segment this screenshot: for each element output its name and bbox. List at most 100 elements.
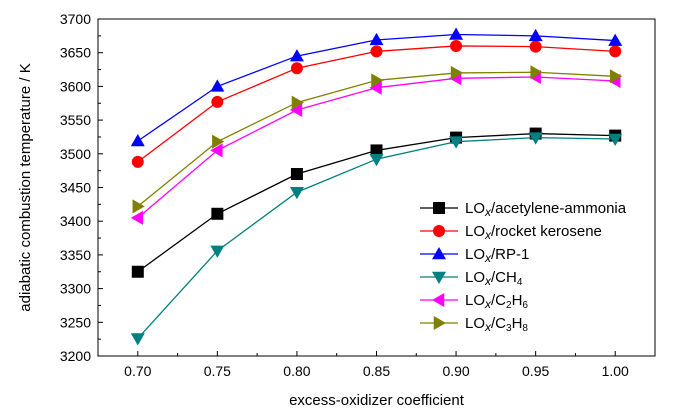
legend-label-part: LO xyxy=(465,315,485,332)
y-tick-label: 3250 xyxy=(60,314,91,330)
data-point xyxy=(369,80,382,95)
x-tick-label: 1.00 xyxy=(602,363,629,379)
legend-label: LOx/C2H6 xyxy=(465,292,528,311)
legend-label: LOx/CH4 xyxy=(465,269,523,288)
data-point xyxy=(370,144,383,157)
legend-label-part: /RP-1 xyxy=(491,246,529,263)
data-point xyxy=(609,69,623,84)
series-2 xyxy=(131,39,622,168)
legend-label-part: 8 xyxy=(522,323,528,334)
data-point xyxy=(289,102,303,117)
x-tick-label: 0.90 xyxy=(442,363,469,379)
series-6 xyxy=(132,65,623,214)
data-point xyxy=(528,132,543,145)
legend-marker xyxy=(433,316,446,330)
data-point xyxy=(370,45,383,58)
x-tick-label: 0.75 xyxy=(204,363,231,379)
y-tick-label: 3450 xyxy=(60,180,91,196)
data-point xyxy=(608,33,623,46)
data-point xyxy=(132,199,145,214)
y-tick-label: 3300 xyxy=(60,281,91,297)
legend-label-part: x xyxy=(484,228,492,242)
data-point xyxy=(130,210,144,225)
data-point xyxy=(369,32,384,46)
legend-item: LOx/C3H8 xyxy=(420,315,528,334)
legend-label-part: /rocket kerosene xyxy=(491,223,602,240)
data-point xyxy=(131,155,144,168)
legend-label-part: x xyxy=(484,297,492,311)
legend-label-part: /C xyxy=(491,292,506,309)
legend-marker xyxy=(433,225,445,237)
data-point xyxy=(529,40,542,53)
legend-label-part: 4 xyxy=(517,277,523,288)
data-point xyxy=(369,153,384,167)
data-point xyxy=(290,62,303,75)
x-axis-title: excess-oxidizer coefficient xyxy=(289,392,465,409)
legend-label-part: 6 xyxy=(522,300,528,311)
y-tick-label: 3550 xyxy=(60,112,91,128)
legend-marker xyxy=(432,271,446,284)
legend-label-part: 2 xyxy=(506,300,512,311)
legend-label: LOx/acetylene-ammonia xyxy=(465,200,627,219)
legend-label: LOx/rocket kerosene xyxy=(465,223,602,242)
legend-label-part: H xyxy=(512,292,523,309)
legend-label-part: LO xyxy=(465,269,485,286)
x-tick-label: 0.85 xyxy=(363,363,390,379)
data-point xyxy=(449,136,464,149)
legend-label-part: x xyxy=(484,251,492,265)
series-3 xyxy=(130,27,623,147)
y-tick-label: 3650 xyxy=(60,45,91,61)
data-point xyxy=(290,168,303,181)
y-tick-label: 3700 xyxy=(60,11,91,27)
y-tick-label: 3500 xyxy=(60,146,91,162)
legend-label-part: /acetylene-ammonia xyxy=(491,200,627,217)
data-point xyxy=(528,28,543,42)
legend-label: LOx/RP-1 xyxy=(465,246,529,265)
data-point xyxy=(130,333,145,346)
legend-label-part: 3 xyxy=(506,323,512,334)
legend-item: LOx/RP-1 xyxy=(420,246,529,265)
legend-label-part: H xyxy=(512,315,523,332)
data-point xyxy=(530,65,543,80)
x-tick-label: 0.80 xyxy=(283,363,310,379)
y-tick-label: 3600 xyxy=(60,78,91,94)
legend-label-part: LO xyxy=(465,223,485,240)
legend-label-part: x xyxy=(484,274,492,288)
data-point xyxy=(212,134,225,149)
legend-item: LOx/rocket kerosene xyxy=(420,223,602,242)
legend-item: LOx/C2H6 xyxy=(420,292,528,311)
legend-label-part: LO xyxy=(465,246,485,263)
legend-item: LOx/CH4 xyxy=(420,269,523,288)
data-point xyxy=(210,245,225,258)
data-point xyxy=(289,186,304,200)
data-point xyxy=(211,207,224,220)
data-point xyxy=(131,265,144,278)
data-point xyxy=(210,79,225,92)
y-tick-label: 3350 xyxy=(60,247,91,263)
data-point xyxy=(289,49,304,62)
data-point xyxy=(130,133,145,147)
x-tick-label: 0.95 xyxy=(522,363,549,379)
y-tick-label: 3200 xyxy=(60,348,91,364)
legend-marker xyxy=(433,202,445,214)
legend-marker xyxy=(432,293,445,307)
data-point xyxy=(210,143,223,158)
legend-label-part: x xyxy=(484,205,492,219)
data-point xyxy=(211,95,224,108)
axes: 3200 3250 3300 3350 3400 3450 3500 3550 3600 3650… xyxy=(60,11,629,379)
data-point xyxy=(609,45,622,58)
legend-label: LOx/C3H8 xyxy=(465,315,528,334)
y-axis-title: adiabatic combustion temperature / K xyxy=(17,63,34,311)
data-point xyxy=(291,95,304,110)
legend-label-part: x xyxy=(484,320,492,334)
data-point xyxy=(371,73,384,88)
series-4 xyxy=(130,132,623,346)
data-point xyxy=(449,27,464,40)
legend-label-part: LO xyxy=(465,200,485,217)
y-tick-label: 3400 xyxy=(60,213,91,229)
data-point xyxy=(450,65,464,80)
plot-area xyxy=(97,18,656,357)
legend-marker xyxy=(432,247,446,260)
